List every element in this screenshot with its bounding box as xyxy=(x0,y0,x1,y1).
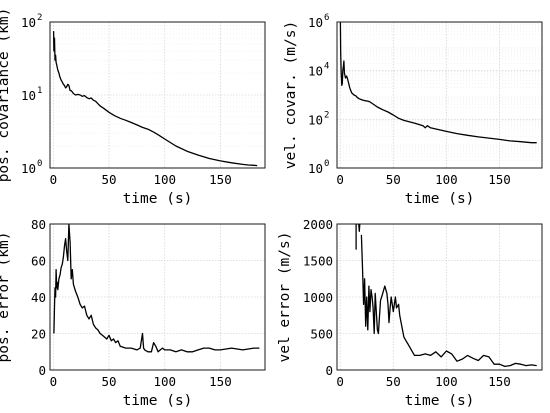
y-tick-exponent: 2 xyxy=(37,13,42,23)
y-tick-label: 10 xyxy=(21,161,36,176)
x-axis-label: time (s) xyxy=(405,191,475,207)
plot-frame xyxy=(336,21,543,169)
y-tick-label: 1500 xyxy=(303,254,333,269)
y-tick-label: 60 xyxy=(31,254,46,269)
x-tick-label: 150 xyxy=(209,374,232,389)
x-tick-label: 0 xyxy=(50,172,58,187)
x-tick-label: 100 xyxy=(435,172,458,187)
y-tick-label: 10 xyxy=(21,15,36,30)
plot-frame xyxy=(49,21,266,169)
x-tick-label: 50 xyxy=(386,374,401,389)
y-tick-exponent: 1 xyxy=(37,86,42,96)
x-tick-label: 50 xyxy=(386,172,401,187)
chart-panel-vel-error: 0 500 1000 1500 2000 0 50 100 150 time (s) vel err… xyxy=(277,217,543,409)
x-tick-label: 0 xyxy=(50,374,58,389)
x-tick-label: 150 xyxy=(488,172,511,187)
plot-frame xyxy=(336,223,543,371)
y-tick-label: 40 xyxy=(31,290,46,305)
y-axis-label: pos. error (km) xyxy=(0,232,12,363)
y-tick-label: 2000 xyxy=(303,217,333,232)
y-tick-label: 10 xyxy=(308,15,323,30)
y-axis-label: vel error (m/s) xyxy=(277,232,293,363)
y-tick-exponent: 4 xyxy=(324,62,329,72)
plot-frame xyxy=(49,223,266,371)
series-line-0 xyxy=(53,224,260,353)
x-tick-label: 0 xyxy=(336,374,344,389)
chart-panel-pos-error: 0 20 40 60 80 0 50 100 150 time (s) pos. error (km… xyxy=(0,217,266,409)
x-tick-label: 150 xyxy=(209,172,232,187)
x-tick-label: 100 xyxy=(153,172,176,187)
y-tick-label: 20 xyxy=(31,327,46,342)
series-line-0 xyxy=(52,31,258,167)
x-tick-label: 50 xyxy=(102,374,117,389)
y-tick-exponent: 0 xyxy=(324,159,329,169)
y-tick-label: 500 xyxy=(310,327,333,342)
x-axis-label: time (s) xyxy=(123,191,193,207)
x-tick-label: 0 xyxy=(336,172,344,187)
y-tick-label: 0 xyxy=(38,363,46,378)
y-tick-label: 10 xyxy=(21,88,36,103)
series-line-0 xyxy=(355,224,361,250)
y-axis-label: vel. covar. (m/s) xyxy=(283,21,299,169)
y-tick-label: 80 xyxy=(31,217,46,232)
y-tick-label: 10 xyxy=(308,64,323,79)
y-axis-label: pos. covariance (km) xyxy=(0,8,12,183)
y-tick-label: 10 xyxy=(308,112,323,127)
y-tick-label: 10 xyxy=(308,161,323,176)
series-line-0 xyxy=(339,22,537,144)
y-tick-exponent: 6 xyxy=(324,13,329,23)
y-tick-label: 1000 xyxy=(303,290,333,305)
x-tick-label: 50 xyxy=(102,172,117,187)
y-tick-exponent: 0 xyxy=(37,159,42,169)
series-line-1 xyxy=(360,234,537,368)
y-tick-exponent: 2 xyxy=(324,110,329,120)
x-axis-label: time (s) xyxy=(405,393,475,409)
x-axis-label: time (s) xyxy=(123,393,193,409)
x-tick-label: 100 xyxy=(153,374,176,389)
x-tick-label: 100 xyxy=(435,374,458,389)
y-tick-label: 0 xyxy=(325,363,333,378)
x-tick-label: 150 xyxy=(488,374,511,389)
